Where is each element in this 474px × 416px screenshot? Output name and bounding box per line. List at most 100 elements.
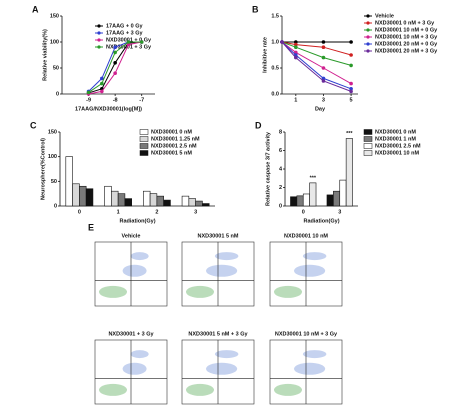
bar (202, 203, 210, 207)
legend-label: NXD30001 5 nM (151, 150, 192, 156)
legend-label: NXD30001 1.25 nM (151, 136, 200, 142)
bar (309, 182, 317, 207)
point (113, 71, 117, 75)
legend-label: NXD30001 10 nM (375, 150, 419, 156)
flow-cloud (99, 285, 127, 298)
point (349, 89, 353, 94)
point (321, 66, 326, 70)
y-tick-label: 150 (48, 129, 57, 135)
legend-label: 17AAG + 3 Gy (106, 30, 143, 36)
bar (65, 156, 73, 207)
x-axis-label: Radiation(Gy) (119, 218, 155, 224)
series-line (281, 41, 352, 90)
bar (104, 185, 112, 207)
y-tick-label: 150 (50, 13, 59, 19)
point (321, 79, 326, 83)
legend-swatch (139, 129, 149, 135)
bar (188, 198, 196, 207)
series-line (281, 41, 352, 92)
flow-cloud (274, 285, 302, 298)
y-tick-label: 0 (54, 203, 57, 209)
flow-cloud (294, 362, 326, 375)
flow-title: NXD30001 10 nM + 3 Gy (275, 331, 338, 337)
bar (181, 195, 190, 207)
x-tick-label: 5 (350, 97, 353, 103)
point (86, 90, 91, 95)
flow-cloud (99, 383, 127, 396)
legend-marker (97, 24, 101, 28)
series-line (281, 41, 352, 66)
y-tick-label: 2 (279, 185, 282, 191)
flow-cloud (122, 362, 147, 375)
legend-swatch (139, 150, 149, 156)
bar (111, 190, 119, 207)
point (113, 61, 117, 65)
y-tick-label: 1.5 (271, 13, 279, 19)
legend-marker (97, 38, 101, 42)
legend-label: Vehicle (375, 13, 394, 19)
point (294, 50, 298, 55)
bar (143, 190, 151, 207)
y-axis-label: Neurosphere(%Control) (40, 138, 46, 200)
legend-label: NXD30001 + 3 Gy (106, 44, 152, 50)
bar (290, 196, 298, 207)
x-axis-label: Radiation(Gy) (303, 218, 339, 224)
bar (333, 190, 341, 207)
x-tick-label: -8 (113, 97, 118, 103)
point (349, 63, 353, 68)
y-tick-label: 0 (56, 91, 59, 97)
bar (156, 195, 164, 207)
bar (79, 185, 87, 207)
legend-label: NXD30001 2.5 nM (151, 143, 197, 149)
point (321, 45, 326, 49)
point (349, 87, 353, 91)
flow-cloud (214, 252, 239, 261)
legend-swatch (139, 143, 149, 149)
y-axis-label: Relative viability(%) (42, 29, 48, 81)
legend-marker (366, 14, 370, 18)
bar (117, 193, 126, 207)
legend-label: NXD30001 0 nM (151, 129, 192, 135)
point (321, 76, 326, 81)
y-tick-label: 8 (279, 129, 282, 135)
x-axis-label: 17AAG/NXD30001(log[M]) (75, 106, 142, 112)
point (349, 81, 353, 86)
point (126, 40, 131, 44)
bar (296, 195, 304, 207)
y-axis-label: Relative caspase 3/7 activity (265, 131, 271, 206)
flow-cloud (294, 264, 326, 277)
bar (124, 198, 132, 207)
flow-cloud (186, 383, 214, 396)
bar (85, 188, 94, 207)
x-tick-label: 0 (78, 209, 81, 215)
flow-cloud (186, 285, 214, 298)
legend-swatch (363, 150, 373, 156)
legend-label: NXD30001 20 nM + 3 Gy (375, 48, 438, 54)
y-tick-label: 50 (51, 179, 57, 185)
legend-label: 17AAG + 0 Gy (106, 23, 143, 29)
point (349, 53, 353, 57)
x-tick-label: 3 (338, 209, 341, 215)
point (349, 40, 353, 44)
point (294, 40, 298, 44)
flow-title: Vehicle (122, 233, 141, 239)
legend-label: NXD30001 20 nM + 0 Gy (375, 41, 438, 47)
flow-cloud (214, 350, 239, 359)
y-tick-label: 100 (48, 154, 57, 160)
legend-swatch (363, 143, 373, 149)
point (139, 40, 144, 44)
point (294, 42, 298, 47)
flow-title: NXD30001 10 nM (284, 233, 328, 239)
x-tick-label: -7 (139, 97, 144, 103)
legend-label: NXD30001 0 nM + 3 Gy (375, 20, 435, 26)
y-tick-label: 4 (279, 166, 283, 172)
flow-cloud (302, 350, 327, 359)
y-tick-label: 1.0 (271, 39, 279, 45)
point (321, 55, 326, 60)
legend-label: NXD30001 0 nM (375, 129, 416, 135)
legend-marker (97, 31, 101, 35)
y-tick-label: 50 (53, 65, 59, 71)
x-tick-label: 3 (194, 209, 197, 215)
annotation: *** (310, 175, 317, 181)
